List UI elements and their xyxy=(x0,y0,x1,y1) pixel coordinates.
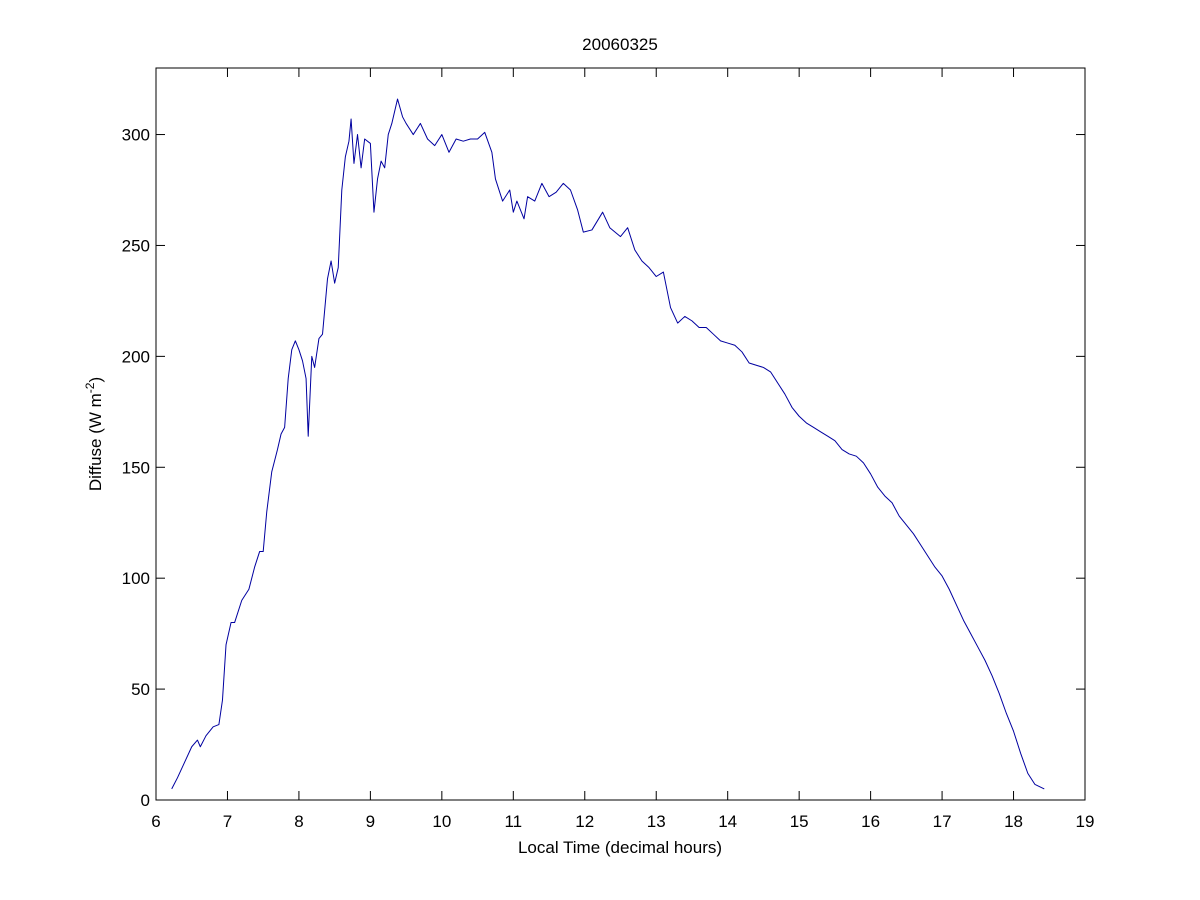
y-axis-label-text: Diffuse (W m xyxy=(86,393,105,491)
y-tick-label: 0 xyxy=(141,791,150,810)
y-tick-label: 250 xyxy=(122,236,150,255)
y-axis-label: Diffuse (W m-2) xyxy=(83,377,105,491)
y-tick-label: 150 xyxy=(122,458,150,477)
x-tick-label: 14 xyxy=(718,812,737,831)
y-tick-label: 200 xyxy=(122,347,150,366)
plot-area xyxy=(155,67,1086,801)
x-tick-label: 18 xyxy=(1004,812,1023,831)
y-axis-label-suffix: ) xyxy=(86,377,105,383)
x-tick-label: 17 xyxy=(933,812,952,831)
x-tick-label: 7 xyxy=(223,812,232,831)
x-tick-label: 6 xyxy=(151,812,160,831)
x-tick-label: 13 xyxy=(647,812,666,831)
x-axis-label: Local Time (decimal hours) xyxy=(518,838,722,857)
x-tick-label: 10 xyxy=(432,812,451,831)
chart-title: 20060325 xyxy=(582,35,658,54)
x-tick-label: 15 xyxy=(790,812,809,831)
x-tick-label: 19 xyxy=(1076,812,1095,831)
x-tick-label: 8 xyxy=(294,812,303,831)
y-tick-label: 300 xyxy=(122,126,150,145)
x-tick-label: 11 xyxy=(504,812,522,831)
data-line xyxy=(171,98,1045,790)
y-tick-label: 100 xyxy=(122,569,150,588)
x-tick-label: 9 xyxy=(366,812,375,831)
x-tick-label: 16 xyxy=(861,812,880,831)
y-tick-label: 50 xyxy=(131,680,150,699)
y-axis-label-superscript: -2 xyxy=(83,382,97,393)
x-tick-label: 12 xyxy=(575,812,594,831)
